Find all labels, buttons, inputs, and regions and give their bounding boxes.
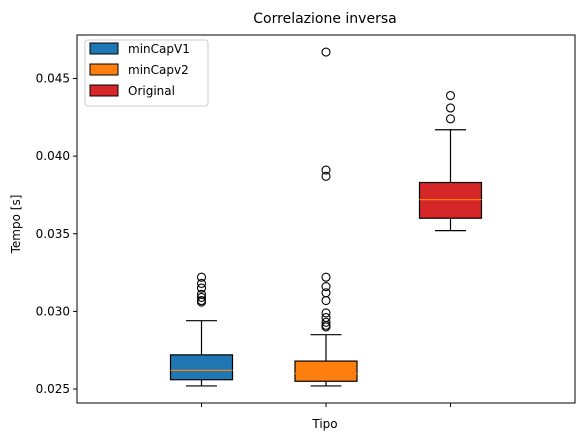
outlier-point xyxy=(321,313,331,323)
outlier-point xyxy=(321,165,331,175)
outlier-point xyxy=(196,295,207,306)
outlier-point xyxy=(321,47,331,57)
box-original xyxy=(418,91,483,232)
outlier-point xyxy=(445,114,456,124)
y-tick-label: 0.025 xyxy=(36,382,70,396)
outlier-point xyxy=(196,278,207,288)
outlier-point xyxy=(321,295,331,306)
outlier-point xyxy=(321,272,331,282)
y-tick-label: 0.040 xyxy=(36,149,70,163)
y-tick-label: 0.035 xyxy=(36,227,70,241)
legend-swatch xyxy=(89,42,119,55)
legend-swatch xyxy=(89,84,119,97)
outlier-point xyxy=(445,91,456,101)
outlier-point xyxy=(196,272,207,282)
outlier-point xyxy=(321,308,331,318)
box-mincapv1 xyxy=(169,272,234,387)
outlier-point xyxy=(321,317,331,327)
chart-title: Correlazione inversa xyxy=(253,11,396,27)
legend-label: minCapV1 xyxy=(128,42,190,56)
x-axis-label: Tipo xyxy=(311,417,337,431)
outlier-point xyxy=(321,171,331,181)
outlier-point xyxy=(445,103,456,113)
iqr-box xyxy=(169,354,234,381)
legend: minCapV1 minCapv2 Original xyxy=(84,39,209,107)
outlier-point xyxy=(196,283,207,293)
outlier-point xyxy=(196,289,207,299)
y-axis-label: Tempo [s] xyxy=(9,195,23,255)
outlier-point xyxy=(321,288,331,298)
y-tick-label: 0.045 xyxy=(36,71,70,85)
legend-swatch xyxy=(89,63,119,76)
outlier-point xyxy=(321,281,331,292)
box-mincapv2 xyxy=(294,47,358,387)
outlier-point xyxy=(196,292,207,302)
y-tick-label: 0.030 xyxy=(36,304,70,318)
iqr-box xyxy=(418,181,483,219)
legend-label: minCapv2 xyxy=(128,63,189,77)
iqr-box xyxy=(294,360,358,382)
legend-label: Original xyxy=(128,84,175,98)
